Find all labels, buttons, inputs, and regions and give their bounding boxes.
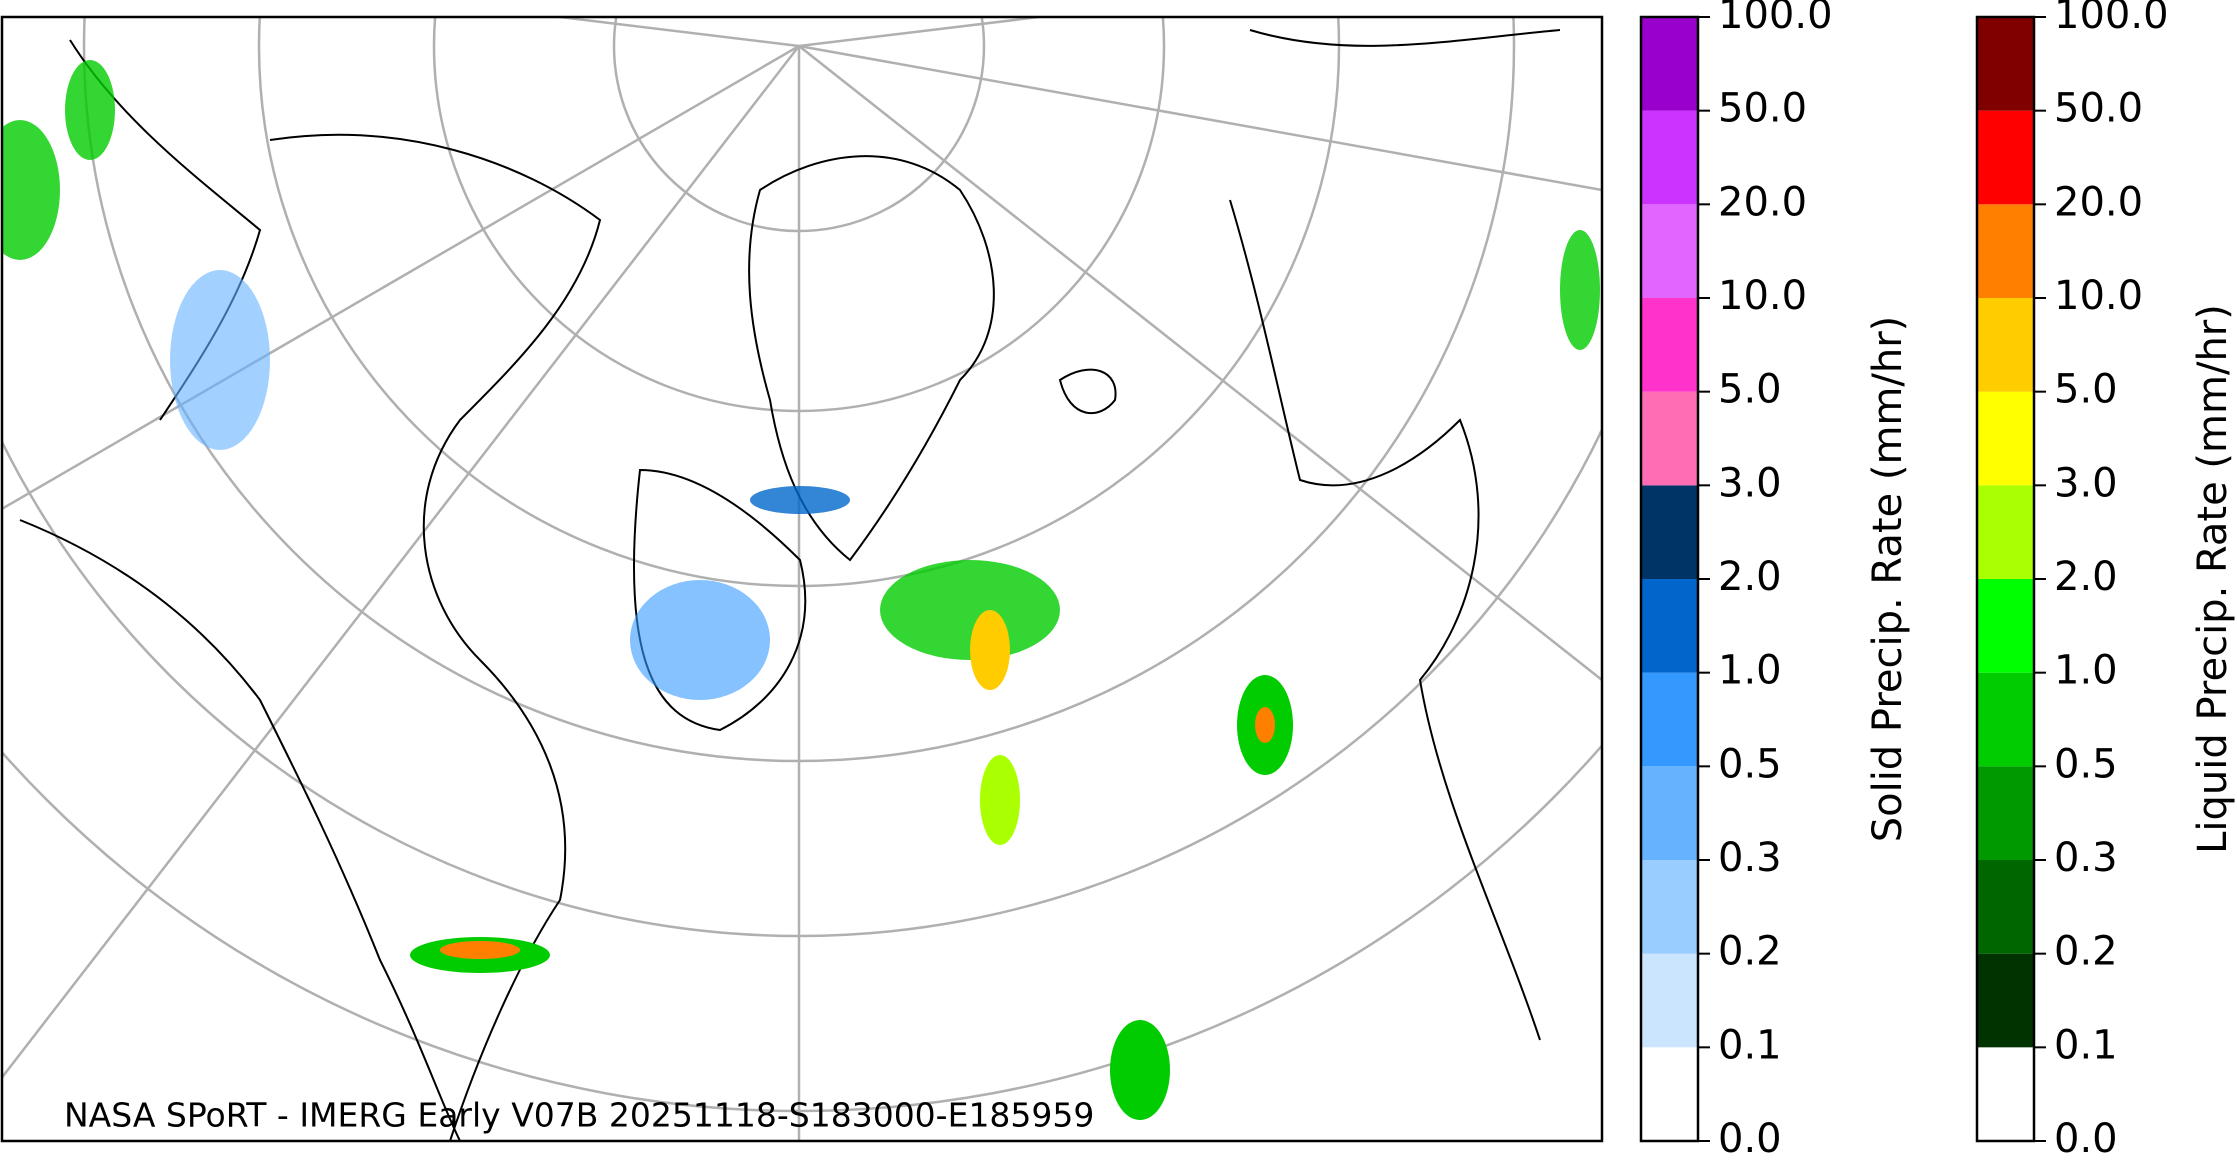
colorbar-segment (1641, 766, 1698, 860)
colorbar-segment (1977, 1047, 2034, 1141)
colorbar-segment (1641, 579, 1698, 673)
colorbar-segment (1977, 672, 2034, 767)
colorbar-tick-label: 0.5 (1718, 741, 1782, 787)
colorbar-segment (1641, 298, 1698, 392)
colorbar-tick-label: 0.5 (2054, 741, 2118, 787)
colorbar-tick-label: 1.0 (1718, 648, 1782, 694)
colorbar-segment (1641, 110, 1698, 205)
map-frame (0, 15, 1604, 1143)
colorbar-segment (1641, 860, 1698, 954)
colorbar-tick-label: 2.0 (1718, 554, 1782, 600)
colorbar-segment (1977, 391, 2034, 486)
colorbar-label: Liquid Precip. Rate (mm/hr) (2190, 304, 2236, 854)
colorbar-tick-label: 5.0 (1718, 367, 1782, 413)
colorbar-tick-label: 0.2 (2054, 929, 2118, 975)
colorbar-segment (1977, 485, 2034, 579)
colorbar-tick-label: 0.2 (1718, 929, 1782, 975)
colorbar-segment (1641, 17, 1698, 111)
colorbar-tick-label: 20.0 (2054, 179, 2143, 225)
colorbar-segment (1977, 953, 2034, 1048)
colorbar-tick-label: 0.0 (2054, 1116, 2118, 1162)
colorbar-tick-label: 20.0 (1718, 179, 1807, 225)
map-annotation: NASA SPoRT - IMERG Early V07B 20251118-S… (64, 1096, 1094, 1135)
colorbar-segment (1977, 204, 2034, 298)
graticule (2, 17, 1602, 1141)
colorbar-segment (1977, 860, 2034, 954)
colorbar-tick-label: 50.0 (1718, 86, 1807, 132)
precipitation (2, 60, 1600, 1120)
colorbar-tick-label: 0.1 (1718, 1022, 1782, 1068)
colorbar-tick-label: 10.0 (1718, 273, 1807, 319)
colorbar-segment (1641, 672, 1698, 767)
colorbar-segment (1977, 298, 2034, 392)
colorbar-tick-label: 0.3 (2054, 835, 2118, 881)
colorbar-tick-label: 0.0 (1718, 1116, 1782, 1162)
colorbar-tick-label: 1.0 (2054, 648, 2118, 694)
colorbar-segment (1641, 953, 1698, 1048)
colorbar-tick-label: 3.0 (1718, 460, 1782, 506)
colorbar-segment (1977, 17, 2034, 111)
map: NASA SPoRT - IMERG Early V07B 20251118-S… (2, 17, 1602, 1141)
colorbar-segment (1977, 110, 2034, 205)
colorbar-tick-label: 100.0 (2054, 0, 2169, 38)
colorbar-tick-label: 0.1 (2054, 1022, 2118, 1068)
colorbar-label: Solid Precip. Rate (mm/hr) (1865, 316, 1911, 843)
colorbar-segment (1977, 766, 2034, 860)
colorbar-tick-label: 50.0 (2054, 86, 2143, 132)
colorbar-tick-label: 3.0 (2054, 460, 2118, 506)
colorbar-tick-label: 5.0 (2054, 367, 2118, 413)
colorbar-tick-label: 2.0 (2054, 554, 2118, 600)
colorbar-tick-label: 100.0 (1718, 0, 1833, 38)
colorbar-segment (1641, 1047, 1698, 1141)
colorbar-segment (1641, 204, 1698, 298)
colorbar-segment (1641, 485, 1698, 579)
colorbar-tick-label: 0.3 (1718, 835, 1782, 881)
colorbar-tick-label: 10.0 (2054, 273, 2143, 319)
colorbar-segment (1641, 391, 1698, 486)
colorbar-segment (1977, 579, 2034, 673)
